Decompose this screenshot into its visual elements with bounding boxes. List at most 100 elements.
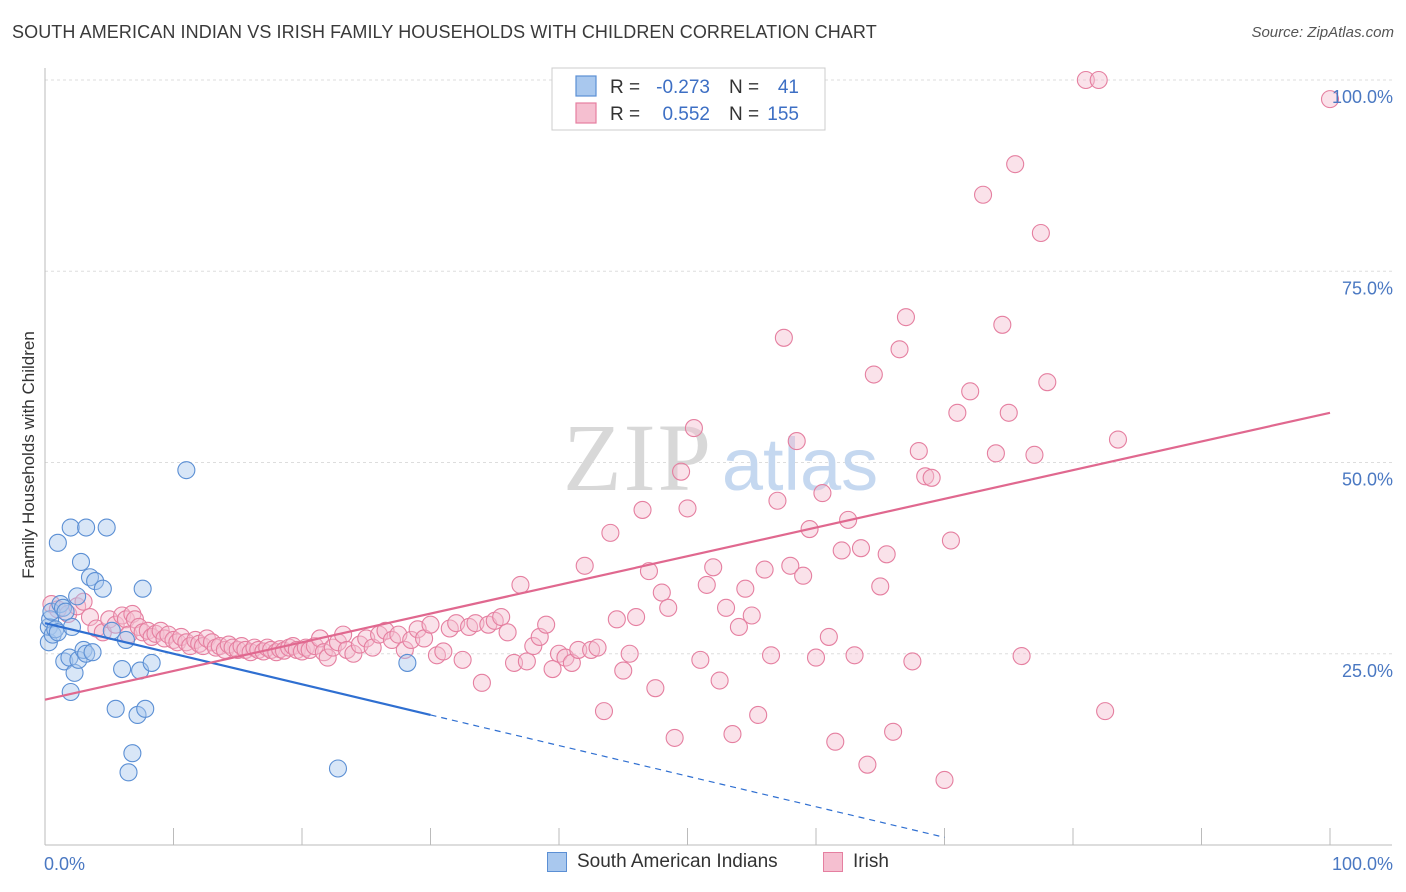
legend-swatch-blue (575, 75, 597, 97)
x-tick-label-min: 0.0% (44, 854, 85, 874)
irish-point-142 (845, 646, 864, 665)
irish-point-127 (749, 705, 768, 725)
irish-point-113 (659, 598, 678, 617)
irish-point-102 (588, 638, 607, 657)
irish-point-122 (716, 598, 736, 617)
watermark: ZIP atlas (563, 404, 878, 511)
irish-point-91 (517, 652, 536, 671)
irish-point-145 (864, 365, 883, 384)
irish-point-115 (672, 462, 691, 481)
south-american-indian-point-13 (62, 617, 82, 637)
grid-lines (45, 79, 1392, 655)
irish-point-153 (916, 467, 935, 486)
south-american-indian-point-39 (177, 461, 196, 480)
irish-point-161 (993, 315, 1012, 334)
y-tick-label-25: 25.0% (1342, 661, 1393, 681)
irish-point-84 (472, 673, 491, 692)
irish-point-154 (922, 468, 941, 487)
irish-point-109 (633, 500, 652, 519)
legend-swatch-irish (823, 852, 843, 872)
irish-point-137 (813, 484, 832, 503)
south-american-indian-point-27 (93, 579, 112, 598)
irish-point-164 (1012, 646, 1031, 666)
south-american-indian-point-17 (71, 552, 91, 572)
irish-point-106 (614, 661, 633, 680)
irish-point-172 (1320, 90, 1340, 109)
irish-point-104 (601, 523, 620, 542)
south-american-indian-point-29 (106, 699, 125, 718)
legend-r-value-1: -0.273 (656, 77, 710, 98)
irish-point-81 (453, 650, 472, 669)
irish-point-157 (948, 403, 967, 422)
trend-lines (44, 411, 1331, 838)
irish-point-90 (511, 575, 530, 594)
irish-point-92 (524, 637, 543, 656)
irish-point-143 (851, 539, 871, 558)
irish-point-124 (729, 617, 748, 637)
irish-point-152 (909, 441, 928, 461)
irish-point-168 (1076, 70, 1095, 90)
stats-legend: R = -0.273 N = 41 R = 0.552 N = 155 (551, 67, 826, 131)
irish-point-169 (1089, 70, 1108, 90)
irish-point-100 (575, 556, 594, 575)
irish-point-150 (896, 308, 916, 327)
irish-point-155 (935, 770, 954, 790)
irish-point-59 (318, 648, 337, 667)
south-american-indian-point-15 (68, 587, 87, 606)
irish-point-140 (832, 541, 851, 560)
legend-n-value-2: 155 (767, 104, 799, 125)
irish-point-139 (826, 732, 845, 751)
south-american-indian-points (39, 461, 417, 782)
irish-point-163 (1006, 155, 1025, 174)
irish-point-133 (787, 432, 806, 451)
irish-point-60 (323, 638, 342, 657)
south-american-indian-trend-extension (430, 714, 945, 838)
irish-point-171 (1108, 430, 1128, 449)
south-american-indian-point-40 (328, 759, 348, 778)
south-american-indian-point-9 (56, 602, 75, 621)
south-american-indian-point-30 (113, 659, 132, 679)
x-tick-label-max: 100.0% (1332, 854, 1393, 874)
south-american-indian-point-23 (48, 533, 67, 552)
south-american-indian-point-41 (398, 653, 417, 672)
y-tick-label-50: 50.0% (1342, 470, 1393, 490)
irish-point-126 (742, 606, 761, 625)
legend-label-irish: Irish (853, 851, 889, 872)
irish-point-114 (665, 728, 684, 747)
irish-point-95 (543, 659, 562, 679)
irish-point-87 (492, 607, 511, 627)
irish-point-121 (710, 671, 729, 690)
irish-point-116 (678, 499, 697, 518)
irish-point-170 (1096, 702, 1115, 721)
south-american-indian-point-25 (77, 518, 96, 537)
source-credit: Source: ZipAtlas.com (1251, 24, 1394, 41)
watermark-atlas: atlas (722, 423, 878, 506)
irish-point-144 (858, 755, 877, 774)
irish-point-125 (736, 579, 755, 598)
south-american-indian-point-21 (83, 643, 102, 662)
irish-point-118 (691, 650, 710, 669)
legend-item-irish[interactable]: Irish (823, 851, 889, 873)
irish-point-5 (80, 607, 100, 627)
south-american-indian-point-24 (61, 518, 80, 537)
irish-point-166 (1031, 223, 1050, 243)
irish-point-108 (627, 607, 646, 627)
irish-trend-line (44, 411, 1331, 701)
irish-point-162 (999, 403, 1018, 422)
irish-point-167 (1038, 373, 1057, 392)
irish-point-128 (755, 560, 774, 579)
irish-point-147 (877, 545, 896, 564)
irish-point-107 (620, 644, 639, 663)
irish-point-132 (781, 556, 800, 575)
legend-n-label-1: N = (729, 77, 759, 98)
irish-points (42, 70, 1340, 790)
legend-r-label-1: R = (610, 77, 640, 98)
south-american-indian-point-38 (142, 653, 161, 672)
legend-swatch-pink (575, 102, 597, 124)
chart-title: SOUTH AMERICAN INDIAN VS IRISH FAMILY HO… (12, 22, 877, 42)
legend-r-label-2: R = (610, 104, 640, 125)
legend-item-south-american-indians[interactable]: South American Indians (547, 851, 778, 873)
y-tick-label-75: 75.0% (1342, 278, 1393, 298)
irish-point-103 (594, 702, 614, 721)
